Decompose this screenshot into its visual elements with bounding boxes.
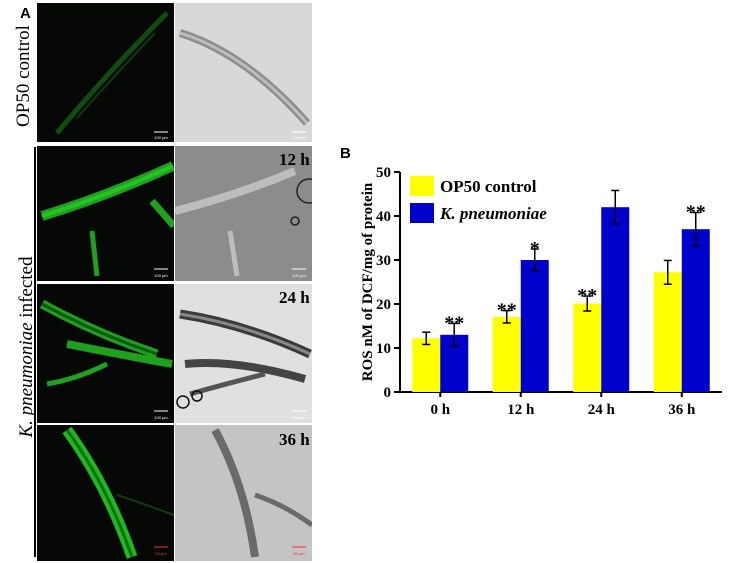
y-axis-label: ROS nM of DCF/mg of protein [360,182,376,381]
24h-brightfield-image: 100 μm [175,284,312,423]
worm-fluorescence-drawing: 50 μm [62,426,174,559]
x-tick-label: 36 h [668,402,696,418]
worm-brightfield-drawing: 100 μm [175,167,312,278]
legend-swatch [410,176,434,196]
bar-control [492,316,521,392]
legend-label: OP50 control [440,177,537,196]
time-label-12h: 12 h [279,150,310,169]
x-tick-label: 0 h [430,402,450,418]
bar-kpneumoniae [681,229,710,392]
worm-fluorescence-drawing: 100 μm [40,161,174,278]
worm-fluorescence-drawing: 100 μm [55,11,169,140]
y-tick-label: 50 [376,165,391,181]
legend-swatch [410,203,434,223]
y-tick-label: 20 [376,297,391,313]
y-tick-label: 10 [376,341,391,357]
y-tick-label: 0 [384,385,392,401]
significance-marker: * [530,238,540,260]
x-tick-label: 24 h [588,402,616,418]
x-tick-label: 12 h [507,402,535,418]
legend-label: K. pneumoniae [439,204,547,223]
12h-fluorescence-image: 100 μm [37,146,174,281]
significance-marker: ** [577,285,597,307]
time-label-24h: 24 h [279,288,310,307]
scale-bar-label: 100 μm [154,135,168,140]
worm-brightfield-drawing: 50 μm [211,428,312,558]
bar-control [653,272,682,392]
significance-marker: ** [497,300,517,322]
panel-b-letter: B [340,145,351,162]
bar-kpneumoniae [601,207,630,392]
36h-fluorescence-image: 50 μm [37,425,174,561]
scale-bar-label: 100 μm [154,273,168,278]
worm-brightfield-drawing: 100 μm [176,309,312,420]
significance-marker: ** [686,201,706,223]
time-label-36h: 36 h [279,430,310,449]
control-fluorescence-image: 100 μm [37,3,174,142]
36h-brightfield-image: 50 μm [175,425,312,561]
scale-bar-label: 50 μm [293,551,305,556]
y-tick-label: 40 [376,209,391,225]
panel-a-letter: A [20,5,31,22]
bar-control [573,303,602,392]
24h-fluorescence-image: 100 μm [37,284,174,423]
bar-kpneumoniae [520,260,549,392]
scale-bar-label: 50 μm [155,551,167,556]
12h-brightfield-image: 100 μm [175,146,312,281]
significance-marker: ** [444,312,464,334]
worm-fluorescence-drawing: 100 μm [39,300,173,420]
scale-bar-label: 100 μm [292,135,306,140]
control-brightfield-image: 100 μm [175,3,312,142]
bar-control [412,338,441,392]
y-tick-label: 30 [376,253,391,269]
worm-brightfield-drawing: 100 μm [178,29,310,140]
infected-bracket [34,147,36,557]
scale-bar-label: 100 μm [292,273,306,278]
scale-bar-label: 100 μm [292,415,306,420]
scale-bar-label: 100 μm [154,415,168,420]
